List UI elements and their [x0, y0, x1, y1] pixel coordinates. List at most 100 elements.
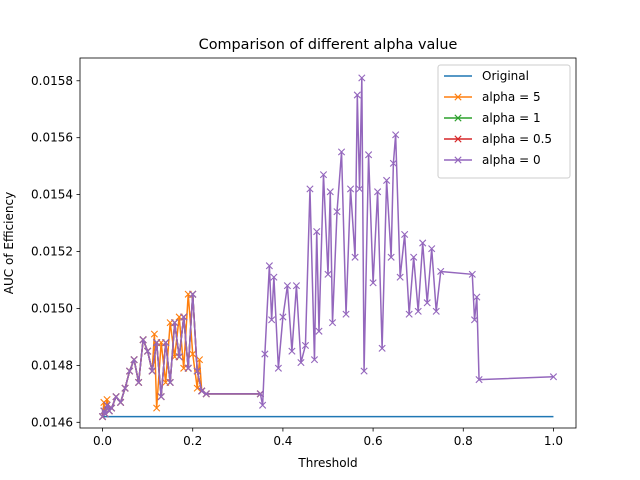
- data-point-marker: [288, 347, 296, 355]
- data-point-marker: [283, 282, 292, 290]
- y-tick-label: 0.0152: [31, 245, 73, 259]
- series-layer: [98, 74, 558, 421]
- legend-marker-swatch: [454, 93, 462, 101]
- data-point-marker: [184, 364, 192, 372]
- data-point-marker: [324, 270, 332, 278]
- legend-label: alpha = 5: [482, 90, 541, 104]
- data-point-marker: [171, 319, 179, 327]
- y-tick-label: 0.0150: [31, 301, 73, 315]
- data-point-marker: [162, 339, 170, 347]
- data-point-marker: [259, 401, 267, 409]
- data-point-marker: [103, 401, 111, 409]
- data-point-marker: [369, 279, 377, 287]
- data-point-marker: [292, 282, 301, 290]
- x-axis-title: Threshold: [297, 456, 357, 470]
- data-point-marker: [101, 410, 109, 418]
- data-point-marker: [189, 350, 197, 358]
- data-point-marker: [150, 330, 158, 338]
- data-point-marker: [175, 353, 183, 361]
- data-point-marker: [428, 245, 436, 253]
- x-tick-label: 0.8: [454, 434, 473, 448]
- data-point-marker: [364, 151, 373, 159]
- data-point-marker: [326, 188, 334, 196]
- data-point-marker: [256, 390, 264, 398]
- data-point-marker: [306, 185, 314, 193]
- x-tick-label: 0.4: [273, 434, 292, 448]
- legend-item: alpha = 5: [444, 90, 541, 104]
- data-point-marker: [475, 376, 483, 384]
- plot-frame: [79, 57, 577, 429]
- data-point-marker: [319, 171, 328, 179]
- data-point-marker: [419, 239, 427, 247]
- legend-label: alpha = 1: [482, 111, 541, 125]
- data-point-marker: [432, 307, 440, 315]
- data-point-marker: [437, 267, 445, 276]
- data-point-marker: [414, 307, 422, 315]
- data-point-marker: [378, 344, 386, 352]
- data-point-marker: [405, 310, 413, 318]
- x-tick-label: 1.0: [544, 434, 563, 448]
- x-axis: 0.0 0.2 0.4 0.6 0.8 1.0: [93, 428, 563, 448]
- data-point-marker: [374, 188, 382, 196]
- legend-marker-swatch: [454, 114, 462, 122]
- data-point-marker: [423, 299, 431, 307]
- data-point-marker: [198, 387, 206, 395]
- data-point-marker: [202, 390, 210, 398]
- data-point-marker: [112, 393, 120, 401]
- y-tick-label: 0.0148: [31, 358, 73, 372]
- data-point-marker: [153, 339, 161, 347]
- data-point-marker: [549, 373, 558, 381]
- data-point-marker: [315, 327, 323, 335]
- data-point-marker: [387, 253, 395, 261]
- legend-item: Original: [444, 69, 529, 83]
- data-point-marker: [328, 319, 337, 327]
- data-point-marker: [337, 148, 346, 156]
- data-point-marker: [358, 74, 366, 82]
- x-tick-label: 0.0: [93, 434, 112, 448]
- data-point-marker: [342, 310, 350, 318]
- series-4: [98, 74, 558, 421]
- data-point-marker: [313, 228, 321, 236]
- data-point-marker: [265, 262, 273, 270]
- data-point-marker: [121, 384, 129, 392]
- data-point-marker: [270, 273, 278, 281]
- data-point-marker: [410, 253, 418, 261]
- legend-marker-swatch: [454, 156, 462, 164]
- y-axis-title: AUC of Efficiency: [2, 192, 16, 294]
- data-point-marker: [268, 316, 276, 324]
- data-point-marker: [301, 341, 310, 350]
- data-point-marker: [396, 273, 404, 281]
- legend-item: alpha = 0: [444, 153, 541, 167]
- data-point-marker: [310, 356, 319, 364]
- data-point-marker: [139, 336, 147, 344]
- data-point-marker: [261, 350, 269, 358]
- series-line: [101, 77, 554, 417]
- x-tick-label: 0.6: [364, 434, 383, 448]
- data-point-marker: [144, 347, 152, 355]
- data-point-marker: [193, 384, 201, 392]
- data-point-marker: [274, 364, 282, 372]
- legend-label: Original: [482, 69, 529, 83]
- legend-item: alpha = 0.5: [444, 132, 552, 146]
- data-point-marker: [297, 358, 305, 367]
- x-tick-label: 0.2: [183, 434, 202, 448]
- plot-area: [79, 57, 577, 429]
- data-point-marker: [148, 367, 156, 375]
- legend-label: alpha = 0.5: [482, 132, 552, 146]
- data-point-marker: [389, 159, 397, 167]
- data-point-marker: [383, 176, 391, 184]
- data-point-marker: [180, 313, 188, 321]
- data-point-marker: [107, 404, 116, 412]
- data-point-marker: [130, 356, 138, 364]
- legend-marker-swatch: [454, 135, 462, 143]
- data-point-marker: [193, 367, 201, 375]
- data-point-marker: [166, 378, 174, 387]
- y-tick-label: 0.0158: [31, 74, 73, 88]
- data-point-marker: [157, 393, 165, 401]
- data-point-marker: [116, 398, 125, 406]
- data-point-marker: [153, 404, 161, 412]
- data-point-marker: [126, 367, 134, 375]
- data-point-marker: [392, 131, 400, 139]
- data-point-marker: [353, 91, 361, 99]
